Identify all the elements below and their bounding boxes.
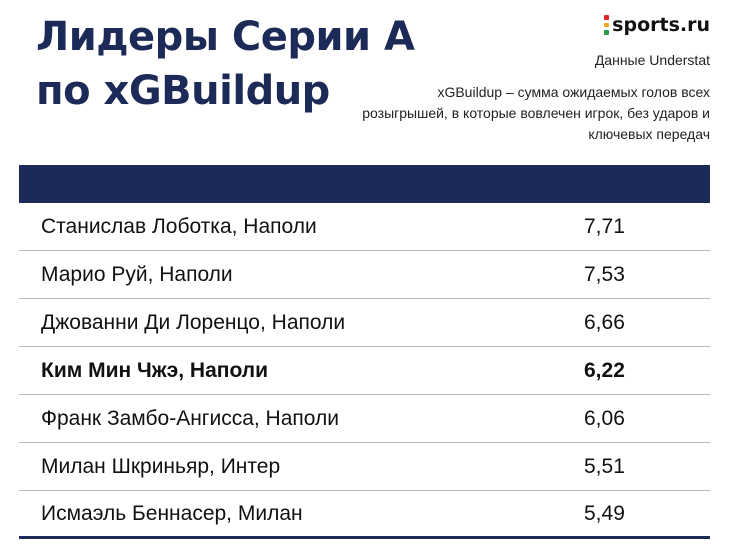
logo-text: sports.ru <box>612 14 710 36</box>
title-line-1: Лидеры Серии А <box>36 14 415 60</box>
logo-dot-green <box>604 30 610 36</box>
player-name: Станислав Лоботка, Наполи <box>41 214 317 238</box>
table-row: Франк Замбо-Ангисса, Наполи 6,06 <box>19 395 710 443</box>
xgbuildup-value: 6,06 <box>584 406 625 430</box>
player-name: Милан Шкриньяр, Интер <box>41 454 281 478</box>
xgbuildup-value: 7,71 <box>584 214 625 238</box>
logo-dot-red <box>604 15 610 20</box>
table-row: Ким Мин Чжэ, Наполи 6,22 <box>19 347 710 395</box>
xgbuildup-value: 6,66 <box>584 310 625 334</box>
player-name: Ким Мин Чжэ, Наполи <box>41 358 269 382</box>
xgbuildup-value: 5,51 <box>584 454 625 478</box>
xgbuildup-value: 7,53 <box>584 262 625 286</box>
table-row: Станислав Лоботка, Наполи 7,71 <box>19 203 710 251</box>
leaders-table: Станислав Лоботка, Наполи 7,71 Марио Руй, … <box>19 165 710 539</box>
xgbuildup-value: 6,22 <box>584 358 625 382</box>
table-row: Исмаэль Беннасер, Милан 5,49 <box>19 491 710 539</box>
table-header-bar <box>19 165 710 203</box>
data-source: Данные Understat <box>594 52 710 68</box>
player-name: Марио Руй, Наполи <box>41 262 233 286</box>
logo-mark-icon <box>604 15 610 36</box>
table-row: Милан Шкриньяр, Интер 5,51 <box>19 443 710 491</box>
sports-logo: sports.ru <box>604 14 710 36</box>
table-row: Джованни Ди Лоренцо, Наполи 6,66 <box>19 299 710 347</box>
table-body: Станислав Лоботка, Наполи 7,71 Марио Руй, … <box>19 203 710 539</box>
logo-dot-yellow <box>604 22 610 28</box>
title-line-2: по xGBuildup <box>36 68 330 114</box>
player-name: Франк Замбо-Ангисса, Наполи <box>41 406 339 430</box>
xgbuildup-value: 5,49 <box>584 501 625 525</box>
metric-definition: xGBuildup – сумма ожидаемых голов всех р… <box>362 84 710 142</box>
page-title: Лидеры Серии А по xGBuildup <box>36 10 415 118</box>
player-name: Исмаэль Беннасер, Милан <box>41 501 303 525</box>
player-name: Джованни Ди Лоренцо, Наполи <box>41 310 346 334</box>
table-row: Марио Руй, Наполи 7,53 <box>19 251 710 299</box>
